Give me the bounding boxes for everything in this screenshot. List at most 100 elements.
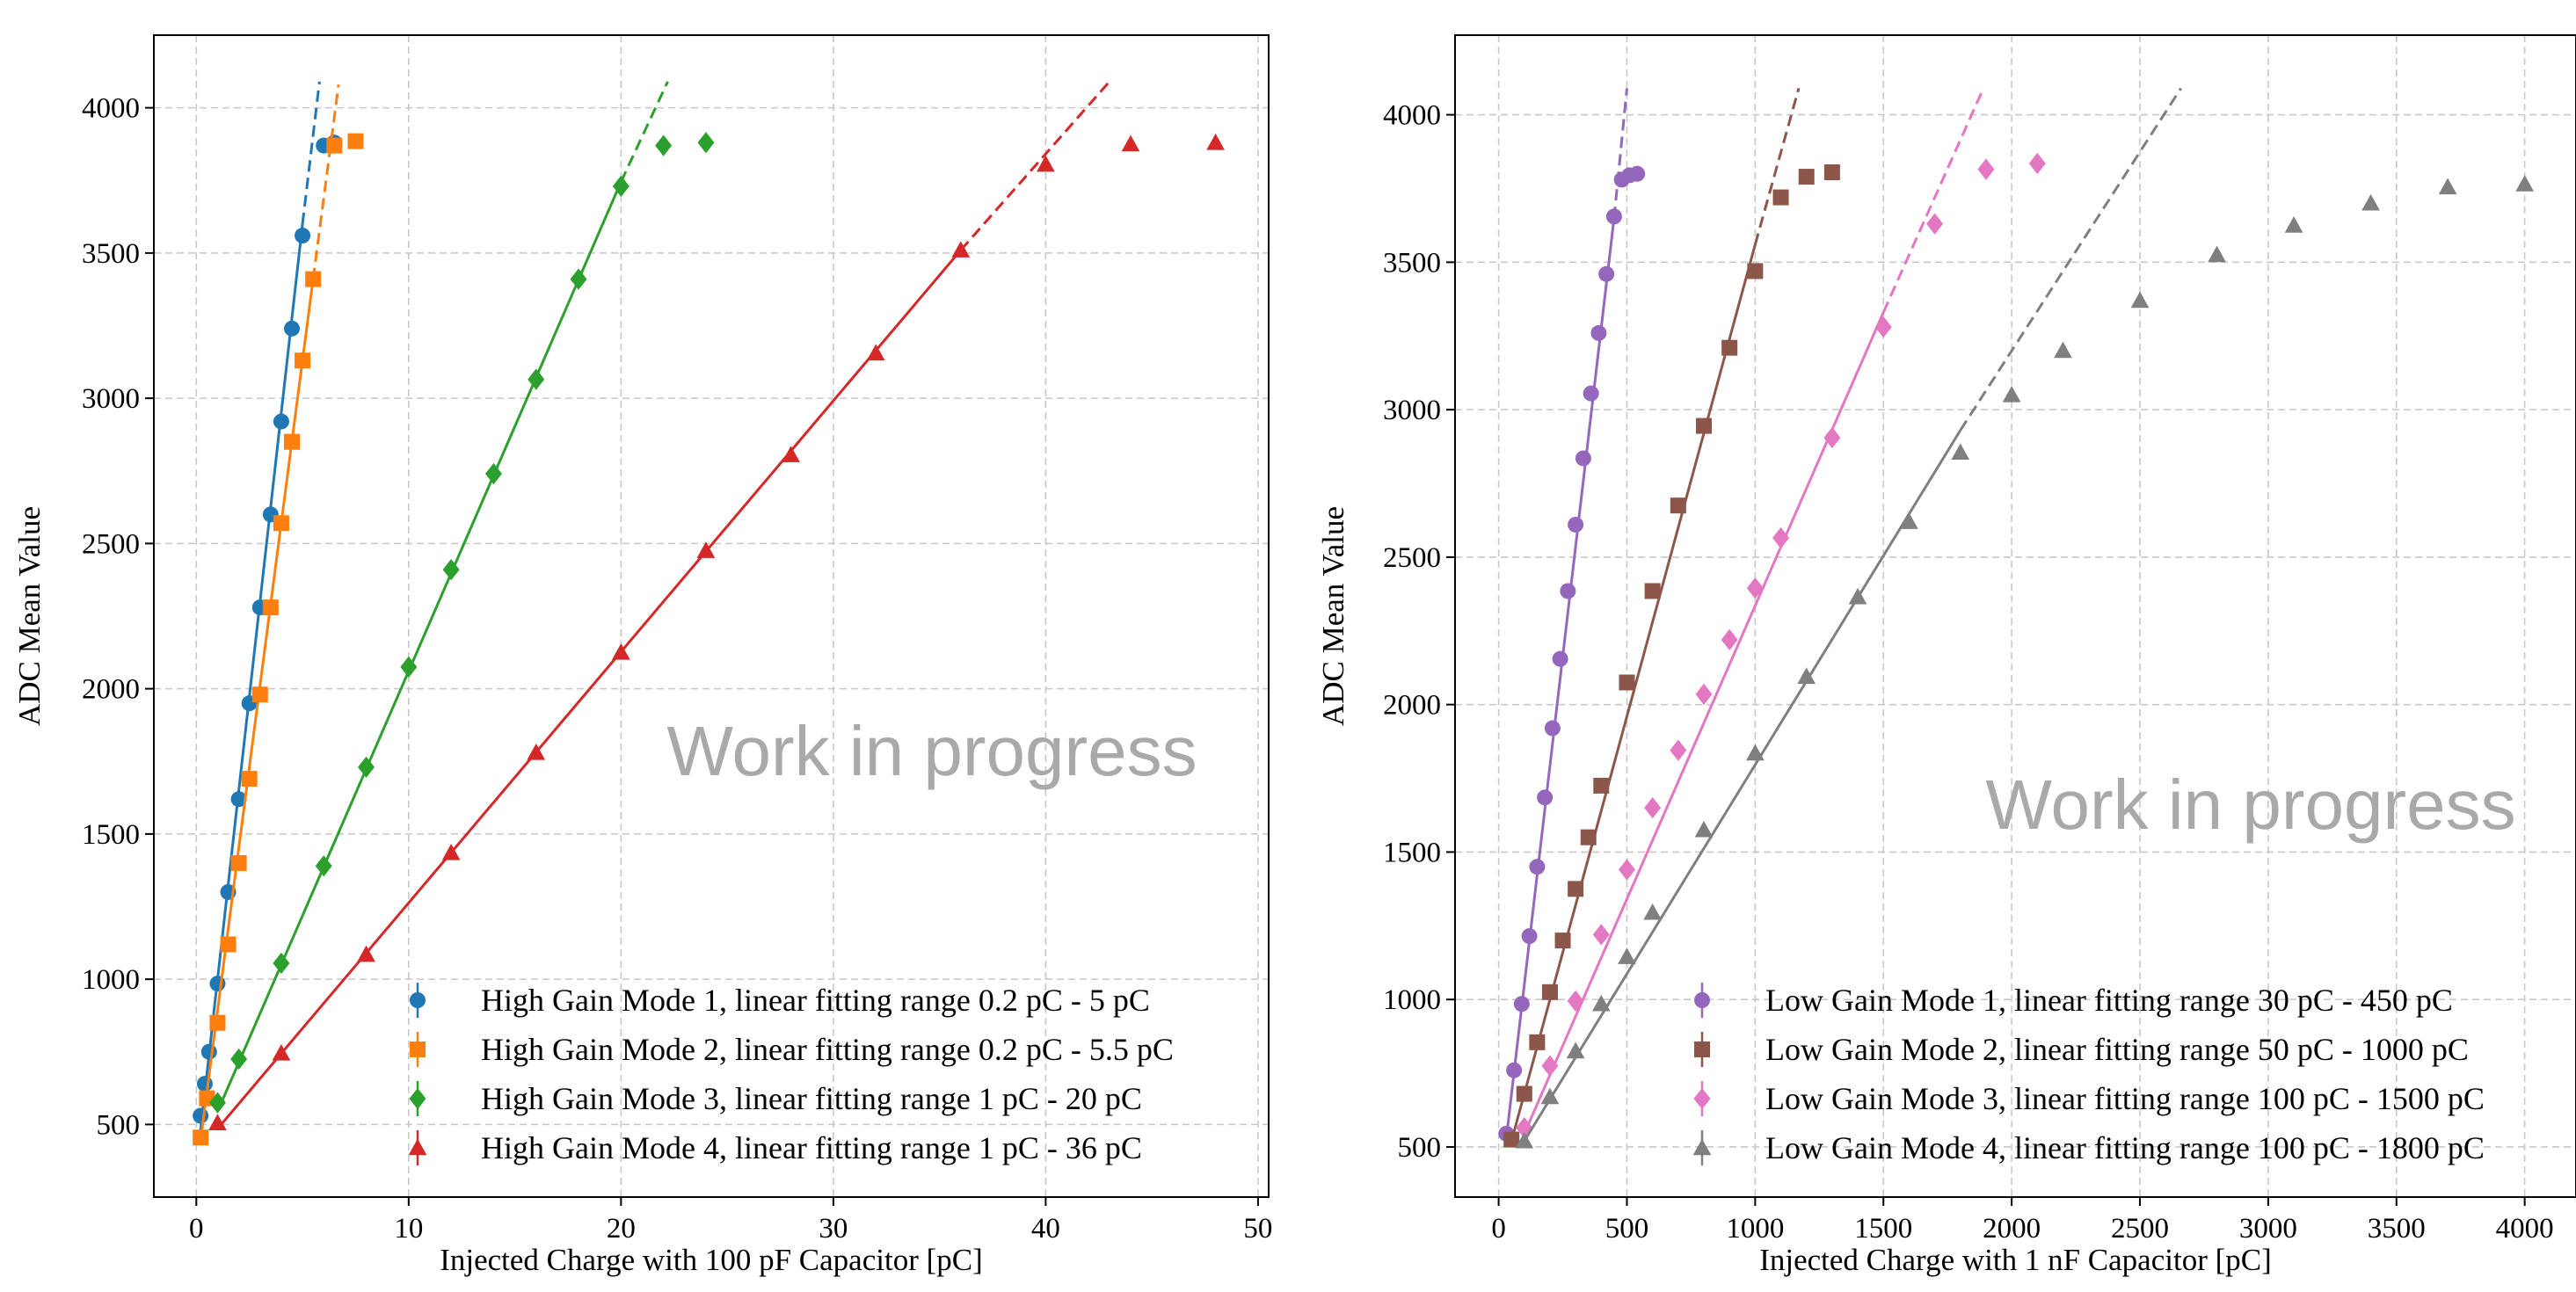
series-3 bbox=[1516, 87, 2046, 1139]
y-tick-label: 1500 bbox=[82, 819, 140, 851]
data-point bbox=[1554, 933, 1571, 949]
y-tick-label: 2000 bbox=[1383, 690, 1441, 722]
fit-line-dashed bbox=[311, 83, 340, 279]
data-point bbox=[305, 271, 322, 287]
data-point bbox=[1644, 796, 1662, 819]
legend-label: High Gain Mode 3, linear fitting range 1… bbox=[481, 1081, 1142, 1116]
series-1 bbox=[1498, 88, 1646, 1142]
legend: High Gain Mode 1, linear fitting range 0… bbox=[408, 983, 1174, 1165]
data-point bbox=[2361, 193, 2380, 211]
data-point bbox=[1823, 164, 1840, 181]
data-point bbox=[208, 1114, 227, 1131]
data-point bbox=[193, 1129, 209, 1146]
legend-item: Low Gain Mode 1, linear fitting range 30… bbox=[1694, 983, 2453, 1018]
data-point bbox=[283, 320, 300, 337]
data-point bbox=[1591, 994, 1611, 1012]
data-point bbox=[696, 541, 716, 558]
fit-line-dashed bbox=[301, 81, 321, 225]
legend-label: High Gain Mode 1, linear fitting range 0… bbox=[481, 983, 1150, 1018]
series-4 bbox=[1515, 87, 2534, 1149]
data-point bbox=[1721, 339, 1738, 356]
data-point bbox=[273, 952, 290, 975]
data-point bbox=[1629, 165, 1646, 182]
chart-panel-1: 0 10 20 30 40 50 500 1000 1500 2000 2500 3000 3500 40… bbox=[12, 34, 1272, 1277]
data-point bbox=[527, 743, 546, 760]
legend-marker bbox=[409, 1087, 426, 1110]
fit-line-dashed bbox=[1753, 87, 1801, 245]
watermark-text: Work in progress bbox=[1985, 766, 2515, 844]
data-point bbox=[655, 134, 673, 156]
fit-line-solid bbox=[216, 181, 622, 1113]
data-point bbox=[2515, 175, 2534, 192]
x-tick-label: 10 bbox=[394, 1213, 423, 1245]
data-point bbox=[1694, 820, 1714, 838]
data-point bbox=[1540, 1087, 1560, 1105]
data-point bbox=[1848, 587, 1867, 605]
data-point bbox=[1541, 984, 1558, 1000]
data-point bbox=[951, 241, 971, 258]
x-tick-label: 4000 bbox=[2496, 1213, 2554, 1245]
data-point bbox=[1037, 155, 1055, 172]
series-4 bbox=[208, 80, 1225, 1131]
plot-area bbox=[1498, 87, 2534, 1149]
data-point bbox=[1695, 683, 1713, 706]
legend-label: High Gain Mode 2, linear fitting range 0… bbox=[481, 1032, 1174, 1067]
data-point bbox=[612, 175, 629, 198]
data-point bbox=[1696, 417, 1713, 434]
y-axis-label: ADC Mean Value bbox=[1316, 506, 1350, 726]
data-point bbox=[1121, 134, 1140, 152]
data-point bbox=[2438, 178, 2457, 195]
fit-line-dashed bbox=[1959, 87, 2182, 432]
data-point bbox=[1798, 169, 1815, 185]
data-point bbox=[1513, 996, 1530, 1013]
plot-area bbox=[193, 80, 1225, 1146]
data-point bbox=[1619, 674, 1635, 691]
axes-frame bbox=[153, 34, 1270, 1198]
fit-line-dashed bbox=[959, 80, 1110, 251]
data-point bbox=[1515, 1131, 1534, 1149]
data-point bbox=[1977, 158, 1995, 180]
legend-item: High Gain Mode 2, linear fitting range 0… bbox=[410, 1032, 1174, 1067]
data-point bbox=[2130, 291, 2150, 308]
data-point bbox=[442, 558, 460, 581]
legend-item: Low Gain Mode 4, linear fitting range 10… bbox=[1692, 1130, 2485, 1165]
data-point bbox=[1747, 263, 1764, 279]
data-point bbox=[273, 413, 289, 430]
fit-line-solid bbox=[1504, 217, 1616, 1139]
data-point bbox=[2028, 152, 2046, 175]
data-point bbox=[315, 855, 332, 877]
data-point bbox=[1552, 650, 1568, 667]
data-point bbox=[273, 515, 289, 532]
data-point bbox=[2208, 245, 2226, 263]
legend-marker bbox=[1694, 1042, 1710, 1057]
fit-line-solid bbox=[199, 223, 304, 1131]
y-tick-label: 500 bbox=[1398, 1132, 1442, 1164]
data-point bbox=[251, 686, 268, 703]
legend-item: Low Gain Mode 2, linear fitting range 50… bbox=[1694, 1032, 2469, 1067]
legend-label: Low Gain Mode 2, linear fitting range 50… bbox=[1765, 1032, 2469, 1067]
fit-line-solid bbox=[216, 249, 962, 1130]
data-point bbox=[241, 771, 258, 788]
data-point bbox=[1541, 1055, 1559, 1077]
data-point bbox=[1951, 443, 1970, 461]
watermark-text: Work in progress bbox=[666, 712, 1197, 790]
fit-line-solid bbox=[1523, 429, 1962, 1143]
y-axis-label: ADC Mean Value bbox=[12, 506, 47, 726]
data-point bbox=[1516, 1085, 1532, 1102]
data-point bbox=[1529, 859, 1546, 875]
data-point bbox=[400, 656, 418, 678]
legend-marker bbox=[1694, 992, 1710, 1008]
data-point bbox=[295, 228, 311, 244]
data-point bbox=[528, 368, 545, 390]
legend-marker bbox=[410, 992, 426, 1008]
data-point bbox=[1568, 516, 1584, 533]
data-point bbox=[1772, 189, 1789, 206]
fit-line-solid bbox=[1510, 243, 1757, 1142]
data-point bbox=[484, 462, 502, 485]
x-tick-label: 30 bbox=[819, 1213, 848, 1245]
series-1 bbox=[193, 81, 343, 1131]
data-point bbox=[2054, 341, 2072, 359]
data-point bbox=[196, 1076, 213, 1092]
y-tick-label: 1000 bbox=[82, 964, 140, 996]
